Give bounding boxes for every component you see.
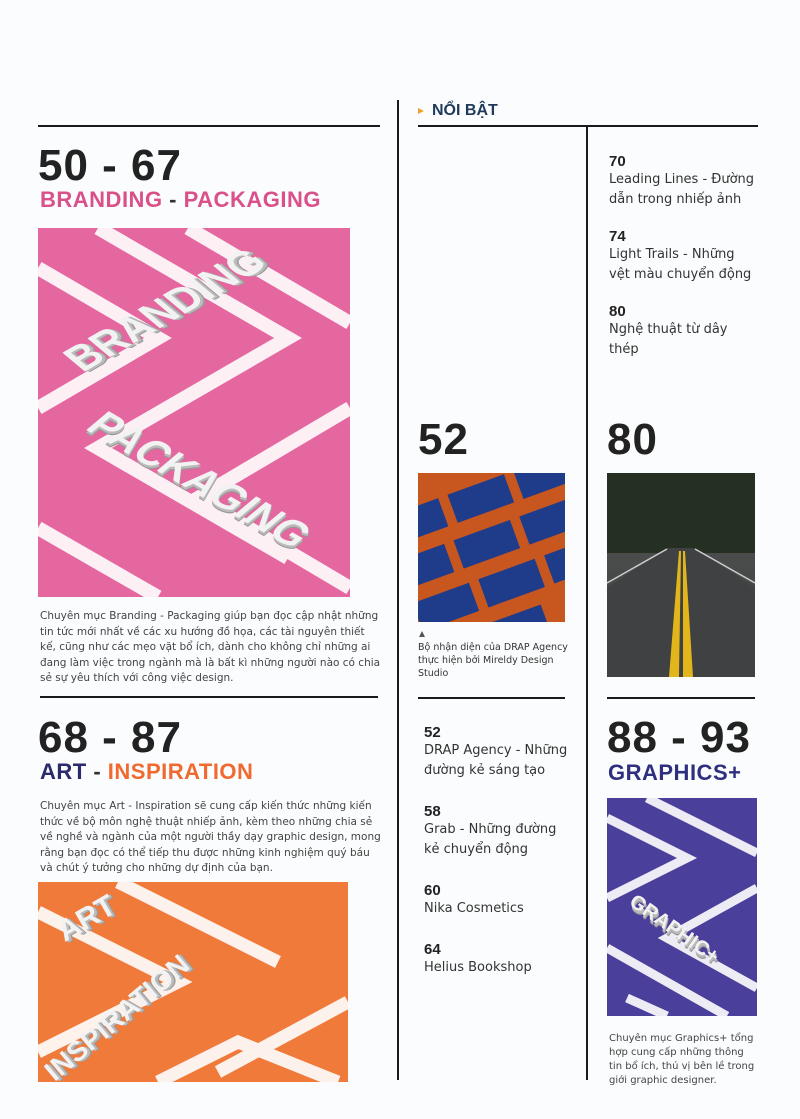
branding-illustration: BRANDING PACKAGING — [38, 228, 350, 597]
road-photo — [607, 473, 755, 677]
art-description: Chuyên mục Art - Inspiration sẽ cung cấp… — [40, 800, 381, 874]
middle-feature-page: 52 — [418, 415, 469, 464]
item-title: Light Trails - Những vệt màu chuyển động — [609, 247, 752, 282]
branding-pages: 50 - 67 — [38, 141, 182, 190]
item-title: Leading Lines - Đường dẫn trong nhiếp ản… — [609, 172, 755, 207]
graphics-illustration: GRAPHIC+ — [607, 798, 757, 1016]
list-item[interactable]: 58 Grab - Những đường kẻ chuyển động — [424, 803, 574, 860]
graphics-top-rule — [607, 697, 755, 699]
right-feature-page: 80 — [607, 415, 658, 464]
item-title: DRAP Agency - Những đường kẻ sáng tạo — [424, 743, 568, 778]
photo-caption: Bộ nhận diện của DRAP Agency thực hiện b… — [418, 642, 568, 679]
list-item[interactable]: 80 Nghệ thuật từ dây thép — [609, 303, 759, 360]
branding-title-b: PACKAGING — [183, 187, 321, 212]
featured-header: NỔI BẬT — [418, 102, 498, 120]
list-item[interactable]: 64 Helius Bookshop — [424, 941, 574, 978]
branding-title-a: BRANDING — [40, 187, 163, 212]
middle-list-rule — [418, 697, 565, 699]
art-illustration: ART INSPIRATION — [38, 882, 348, 1082]
title-separator: - — [162, 187, 184, 212]
graphics-pages: 88 - 93 — [607, 713, 751, 762]
column-divider-right — [586, 126, 588, 1080]
list-item[interactable]: 74 Light Trails - Những vệt màu chuyển độ… — [609, 228, 759, 285]
graphics-title: GRAPHICS+ — [608, 760, 742, 785]
branding-title: BRANDING - PACKAGING — [40, 188, 321, 212]
right-list: 70 Leading Lines - Đường dẫn trong nhiếp … — [609, 153, 759, 360]
column-divider-left — [397, 100, 399, 1080]
arrow-right-icon — [418, 108, 424, 114]
stationery-pattern — [418, 473, 565, 622]
art-pages: 68 - 87 — [38, 713, 182, 762]
list-item[interactable]: 60 Nika Cosmetics — [424, 882, 574, 919]
art-title-b: INSPIRATION — [107, 759, 254, 784]
graphics-description: Chuyên mục Graphics+ tổng hợp cung cấp n… — [609, 1033, 755, 1086]
maze-pattern — [38, 228, 350, 597]
featured-label: NỔI BẬT — [432, 102, 498, 119]
list-item[interactable]: 70 Leading Lines - Đường dẫn trong nhiếp … — [609, 153, 759, 210]
branding-description: Chuyên mục Branding - Packaging giúp bạn… — [40, 610, 381, 684]
item-title: Nghệ thuật từ dây thép — [609, 322, 728, 357]
maze-pattern — [38, 882, 348, 1082]
item-page: 74 — [609, 228, 626, 245]
item-page: 80 — [609, 303, 626, 320]
art-title-a: ART — [40, 759, 87, 784]
art-title: ART - INSPIRATION — [40, 760, 253, 784]
item-title: Helius Bookshop — [424, 960, 532, 975]
list-item[interactable]: 52 DRAP Agency - Những đường kẻ sáng tạo — [424, 724, 574, 781]
road-lines — [607, 473, 755, 677]
item-page: 52 — [424, 724, 441, 741]
featured-top-rule — [418, 125, 758, 127]
item-page: 60 — [424, 882, 441, 899]
art-top-rule — [40, 696, 378, 698]
item-page: 70 — [609, 153, 626, 170]
item-title: Nika Cosmetics — [424, 901, 524, 916]
triangle-up-icon — [419, 631, 425, 637]
maze-pattern — [607, 798, 757, 1016]
item-page: 58 — [424, 803, 441, 820]
middle-list: 52 DRAP Agency - Những đường kẻ sáng tạo … — [424, 724, 574, 978]
branding-top-rule — [38, 125, 380, 127]
item-page: 64 — [424, 941, 441, 958]
drap-agency-photo — [418, 473, 565, 622]
item-title: Grab - Những đường kẻ chuyển động — [424, 822, 557, 857]
title-separator: - — [86, 759, 108, 784]
